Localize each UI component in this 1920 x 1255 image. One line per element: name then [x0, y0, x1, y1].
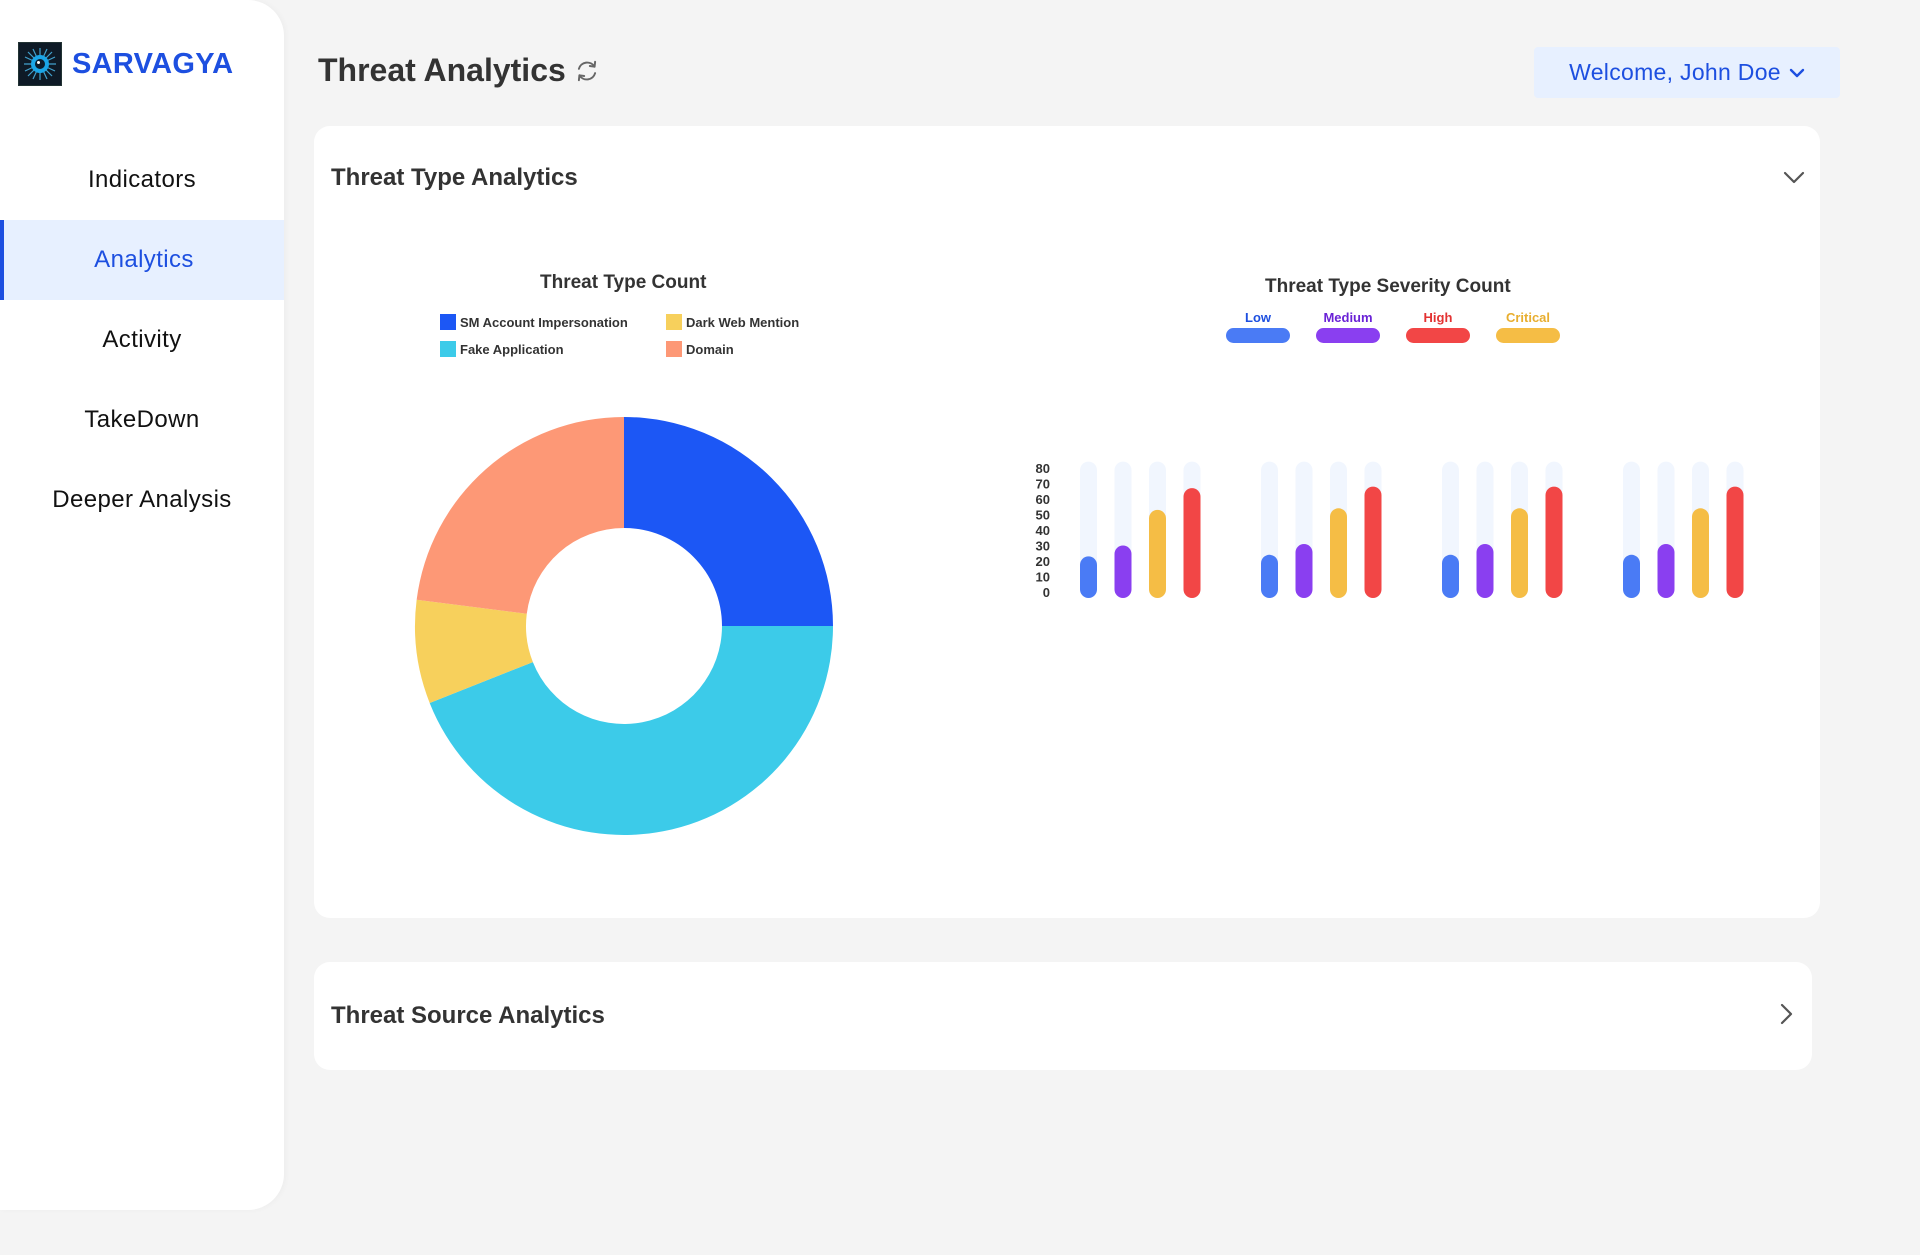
legend-pill	[1316, 328, 1380, 343]
y-tick-label: 40	[1036, 523, 1050, 538]
legend-item-domain[interactable]: Domain	[666, 341, 734, 357]
bar-medium-fake-application[interactable]	[1295, 543, 1313, 598]
legend-pill	[1226, 328, 1290, 343]
legend-label: Medium	[1323, 310, 1373, 325]
sidebar-item-deeper-analysis[interactable]: Deeper Analysis	[52, 486, 232, 513]
chevron-down-icon	[1789, 68, 1805, 77]
threat-severity-count-title: Threat Type Severity Count	[1265, 276, 1511, 297]
threat-type-count-title: Threat Type Count	[540, 272, 707, 293]
legend-item-critical[interactable]: Critical	[1496, 310, 1560, 343]
threat-type-analytics-card: Threat Type Analytics Threat Type Count …	[314, 126, 1820, 918]
bar-critical-fake-application[interactable]	[1330, 508, 1347, 598]
legend-label: Critical	[1505, 310, 1551, 325]
threat-severity-bar-chart: 01020304050607080SM AccountImpersonation…	[1036, 461, 1744, 600]
sidebar-nav: Indicators Analytics Activity TakeDown D…	[0, 140, 284, 540]
brand-logo-icon	[18, 42, 62, 86]
refresh-icon[interactable]	[574, 58, 600, 84]
bar-low-sm-account-impersonation[interactable]	[1080, 556, 1097, 598]
bar-high-domain[interactable]	[1726, 486, 1744, 598]
y-tick-label: 0	[1043, 585, 1050, 600]
y-tick-label: 60	[1036, 492, 1050, 507]
sidebar-item-analytics[interactable]: Analytics	[0, 220, 284, 300]
donut-slice-sm-account-impersonation[interactable]	[624, 417, 833, 626]
legend-item-high[interactable]: High	[1406, 310, 1470, 343]
sidebar-item-indicators[interactable]: Indicators	[87, 166, 197, 193]
y-tick-label: 70	[1036, 477, 1050, 492]
legend-pill	[1496, 328, 1560, 343]
bar-low-fake-application[interactable]	[1261, 554, 1278, 598]
donut-slice-fake-application[interactable]	[429, 626, 833, 835]
bar-medium-sm-account-impersonation[interactable]	[1114, 545, 1132, 599]
y-tick-label: 50	[1036, 508, 1050, 523]
threat-type-donut-chart	[415, 417, 833, 835]
y-tick-label: 30	[1036, 539, 1050, 554]
legend-item-sm-account[interactable]: SM Account Impersonation	[440, 314, 628, 330]
y-tick-label: 80	[1036, 461, 1050, 476]
legend-label: Fake Application	[460, 341, 564, 357]
bar-low-dark-web-mention[interactable]	[1442, 554, 1459, 598]
bar-low-domain[interactable]	[1623, 554, 1640, 598]
sidebar-item-activity[interactable]: Activity	[102, 326, 182, 353]
legend-swatch	[440, 314, 456, 330]
y-tick-label: 10	[1036, 570, 1050, 585]
threat-source-analytics-title: Threat Source Analytics	[331, 1002, 605, 1029]
legend-label: High	[1423, 310, 1453, 325]
legend-item-dark-web[interactable]: Dark Web Mention	[666, 314, 799, 330]
sidebar-item-takedown[interactable]: TakeDown	[84, 406, 200, 433]
legend-pill	[1406, 328, 1470, 343]
brand-name: SARVAGYA	[72, 47, 234, 80]
legend-label: Dark Web Mention	[686, 314, 800, 330]
bar-critical-sm-account-impersonation[interactable]	[1149, 509, 1166, 598]
bar-medium-dark-web-mention[interactable]	[1476, 543, 1494, 598]
legend-item-fake-application[interactable]: Fake Application	[440, 341, 564, 357]
bar-critical-dark-web-mention[interactable]	[1511, 508, 1528, 598]
threat-type-analytics-title: Threat Type Analytics	[331, 164, 578, 191]
y-tick-label: 20	[1036, 554, 1050, 569]
legend-swatch	[666, 341, 682, 357]
legend-label: SM Account Impersonation	[460, 314, 628, 330]
legend-label: Domain	[686, 341, 734, 357]
legend-item-medium[interactable]: Medium	[1316, 310, 1380, 343]
legend-label: Low	[1245, 310, 1271, 325]
legend-swatch	[440, 341, 456, 357]
threat-source-analytics-card[interactable]: Threat Source Analytics	[314, 962, 1812, 1070]
page-title: Threat Analytics	[318, 52, 600, 89]
welcome-text: Welcome, John Doe	[1569, 59, 1781, 85]
page-title-text: Threat Analytics	[318, 52, 566, 88]
chevron-down-icon[interactable]	[1782, 166, 1806, 190]
bar-high-sm-account-impersonation[interactable]	[1183, 488, 1201, 598]
legend-swatch	[666, 314, 682, 330]
bar-medium-domain[interactable]	[1657, 543, 1675, 598]
legend-item-low[interactable]: Low	[1226, 310, 1290, 343]
sidebar: SARVAGYA Indicators Analytics Activity T…	[0, 0, 284, 1210]
donut-slice-domain[interactable]	[416, 417, 624, 614]
bar-high-fake-application[interactable]	[1364, 486, 1382, 598]
chevron-right-icon[interactable]	[1774, 1002, 1798, 1026]
user-menu-button[interactable]: Welcome, John Doe	[1534, 47, 1840, 98]
bar-critical-domain[interactable]	[1692, 508, 1709, 598]
brand[interactable]: SARVAGYA	[18, 42, 233, 86]
donut-slice-dark-web-mention[interactable]	[415, 599, 533, 703]
bar-high-dark-web-mention[interactable]	[1545, 486, 1563, 598]
